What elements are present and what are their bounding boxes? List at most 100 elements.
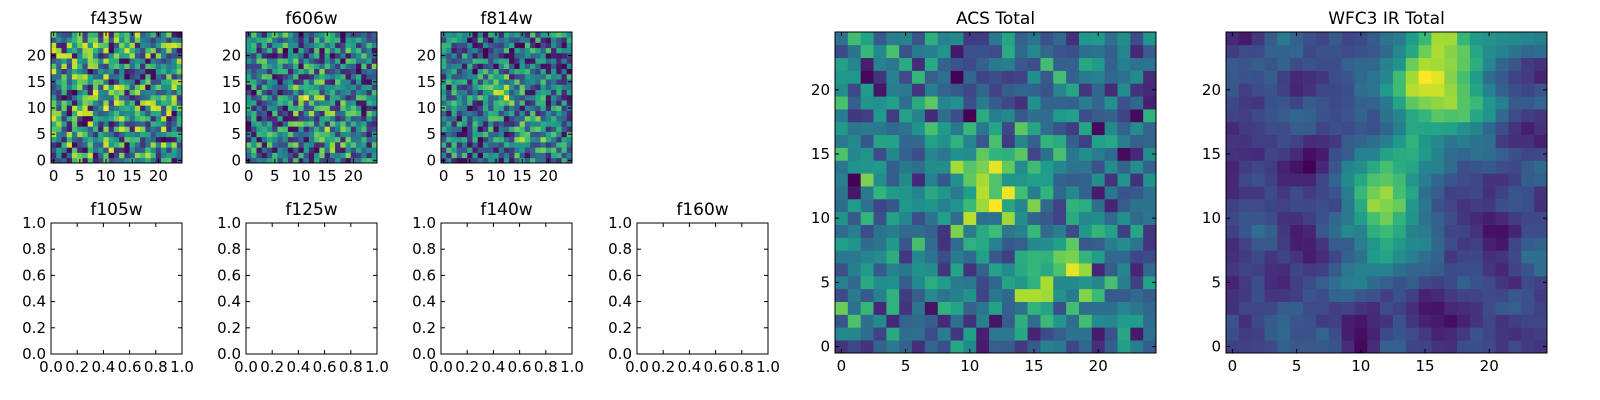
heatmap-cell	[1053, 134, 1067, 148]
y-tick-label: 0.0	[412, 345, 436, 363]
heatmap-cell	[345, 131, 352, 138]
heatmap-cell	[1380, 275, 1394, 290]
heatmap-cell	[556, 94, 562, 101]
heatmap-cell	[1027, 198, 1041, 213]
heatmap-cell	[886, 44, 900, 59]
heatmap-cell	[1457, 96, 1471, 110]
heatmap-cell	[56, 52, 62, 59]
heatmap-cell	[1143, 250, 1157, 264]
heatmap-cell	[924, 121, 939, 136]
heatmap-cell	[1290, 340, 1304, 354]
heatmap-cell	[124, 47, 130, 54]
heatmap-cell	[847, 32, 862, 46]
heatmap-cell	[1130, 198, 1144, 213]
heatmap-cell	[1117, 237, 1131, 251]
heatmap-cell	[1238, 340, 1253, 354]
heatmap-cell	[493, 89, 499, 96]
heatmap-cell	[251, 152, 257, 159]
heatmap-cell	[540, 147, 547, 153]
heatmap-cell	[56, 115, 62, 122]
heatmap-cell	[335, 115, 341, 122]
x-tick-label: 15	[318, 167, 337, 185]
heatmap-cell	[1534, 173, 1548, 187]
heatmap-cell	[266, 131, 273, 138]
heatmap-cell	[456, 89, 463, 96]
heatmap-cell	[66, 94, 73, 101]
heatmap-cell	[287, 126, 294, 132]
heatmap-cell	[1104, 301, 1118, 315]
heatmap-cell	[61, 73, 68, 80]
heatmap-cell	[314, 32, 320, 38]
heatmap-cell	[171, 152, 178, 159]
heatmap-cell	[835, 340, 849, 354]
heatmap-cell	[287, 105, 294, 111]
heatmap-cell	[524, 115, 531, 122]
heatmap-cell	[129, 47, 136, 54]
heatmap-cell	[87, 84, 94, 90]
heatmap-cell	[1482, 44, 1496, 59]
heatmap-cell	[556, 121, 562, 127]
heatmap-cell	[1040, 288, 1054, 302]
heatmap-cell	[451, 42, 458, 49]
heatmap-cell	[873, 173, 887, 187]
heatmap-cell	[556, 32, 562, 38]
heatmap-cell	[847, 109, 862, 123]
heatmap-cell	[1534, 340, 1548, 354]
heatmap-cell	[540, 42, 547, 49]
heatmap-cell	[1277, 160, 1291, 174]
heatmap-cell	[950, 288, 964, 302]
heatmap-cell	[103, 68, 109, 75]
heatmap-cell	[456, 32, 463, 38]
heatmap-cell	[256, 73, 263, 80]
heatmap-cell	[524, 136, 531, 143]
heatmap-cell	[134, 115, 141, 122]
x-tick-label: 1.0	[170, 358, 194, 376]
heatmap-cell	[61, 152, 68, 159]
heatmap-cell	[1027, 134, 1041, 148]
y-tick-label: 0.8	[217, 240, 241, 258]
heatmap-cell	[108, 84, 115, 90]
heatmap-cell	[847, 237, 862, 251]
heatmap-cell	[287, 100, 294, 106]
heatmap-cell	[51, 94, 57, 101]
heatmap-cell	[1354, 301, 1368, 315]
heatmap-cell	[314, 142, 320, 148]
x-tick-label: 20	[344, 167, 363, 185]
heatmap-cell	[535, 110, 541, 117]
heatmap-cell	[124, 94, 130, 101]
heatmap-cell	[155, 94, 162, 101]
heatmap-cell	[51, 63, 57, 70]
heatmap-cell	[472, 131, 479, 138]
heatmap-cell	[87, 110, 94, 117]
heatmap-cell	[1508, 173, 1522, 187]
heatmap-cell	[950, 57, 964, 71]
heatmap-cell	[950, 173, 964, 187]
heatmap-cell	[256, 47, 263, 54]
heatmap-cell	[335, 37, 341, 43]
heatmap-cell	[345, 47, 352, 54]
heatmap-cell	[87, 105, 94, 111]
heatmap-cell	[847, 198, 862, 213]
heatmap-cell	[472, 79, 479, 85]
heatmap-cell	[1251, 173, 1265, 187]
heatmap-cell	[873, 237, 887, 251]
heatmap-cell	[1104, 32, 1118, 46]
heatmap-cell	[335, 94, 341, 101]
y-tick-label: 15	[811, 145, 830, 163]
heatmap-cell	[989, 237, 1003, 251]
heatmap-cell	[1290, 134, 1304, 148]
heatmap-cell	[345, 68, 352, 75]
heatmap-cell	[98, 100, 104, 106]
heatmap-cell	[551, 147, 557, 153]
heatmap-cell	[371, 37, 378, 43]
heatmap-cell	[303, 52, 310, 59]
heatmap-cell	[467, 94, 473, 101]
heatmap-cell	[161, 68, 167, 75]
heatmap-cell	[519, 142, 526, 148]
heatmap-cell	[1392, 250, 1407, 264]
heatmap-cell	[77, 100, 83, 106]
heatmap-cell	[1380, 96, 1394, 110]
heatmap-cell	[461, 84, 468, 90]
heatmap-cell	[298, 115, 304, 122]
heatmap-cell	[140, 73, 146, 80]
